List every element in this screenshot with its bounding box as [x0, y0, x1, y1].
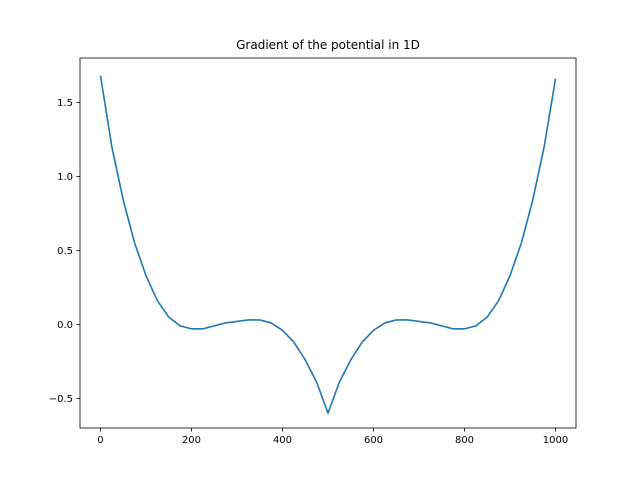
x-tick-label: 400 [273, 435, 292, 446]
y-tick-label: 1.0 [57, 172, 73, 183]
series-line-0 [99, 75, 557, 414]
y-axis: −0.5 0.0 0.5 1.0 1.5 [49, 98, 80, 405]
plot-series [99, 75, 557, 414]
y-tick-label: 0.0 [57, 320, 73, 331]
x-tick-label: 800 [455, 435, 474, 446]
x-tick-label: 0 [97, 435, 103, 446]
y-tick-label: 1.5 [57, 98, 73, 109]
x-axis: 0 200 400 600 800 1000 [97, 428, 568, 446]
chart-title: Gradient of the potential in 1D [236, 38, 420, 52]
y-tick-label: 0.5 [57, 246, 73, 257]
x-tick-label: 200 [182, 435, 201, 446]
y-tick-label: −0.5 [49, 394, 73, 405]
plot-frame [79, 57, 577, 429]
x-tick-label: 600 [364, 435, 383, 446]
x-tick-label: 1000 [543, 435, 568, 446]
